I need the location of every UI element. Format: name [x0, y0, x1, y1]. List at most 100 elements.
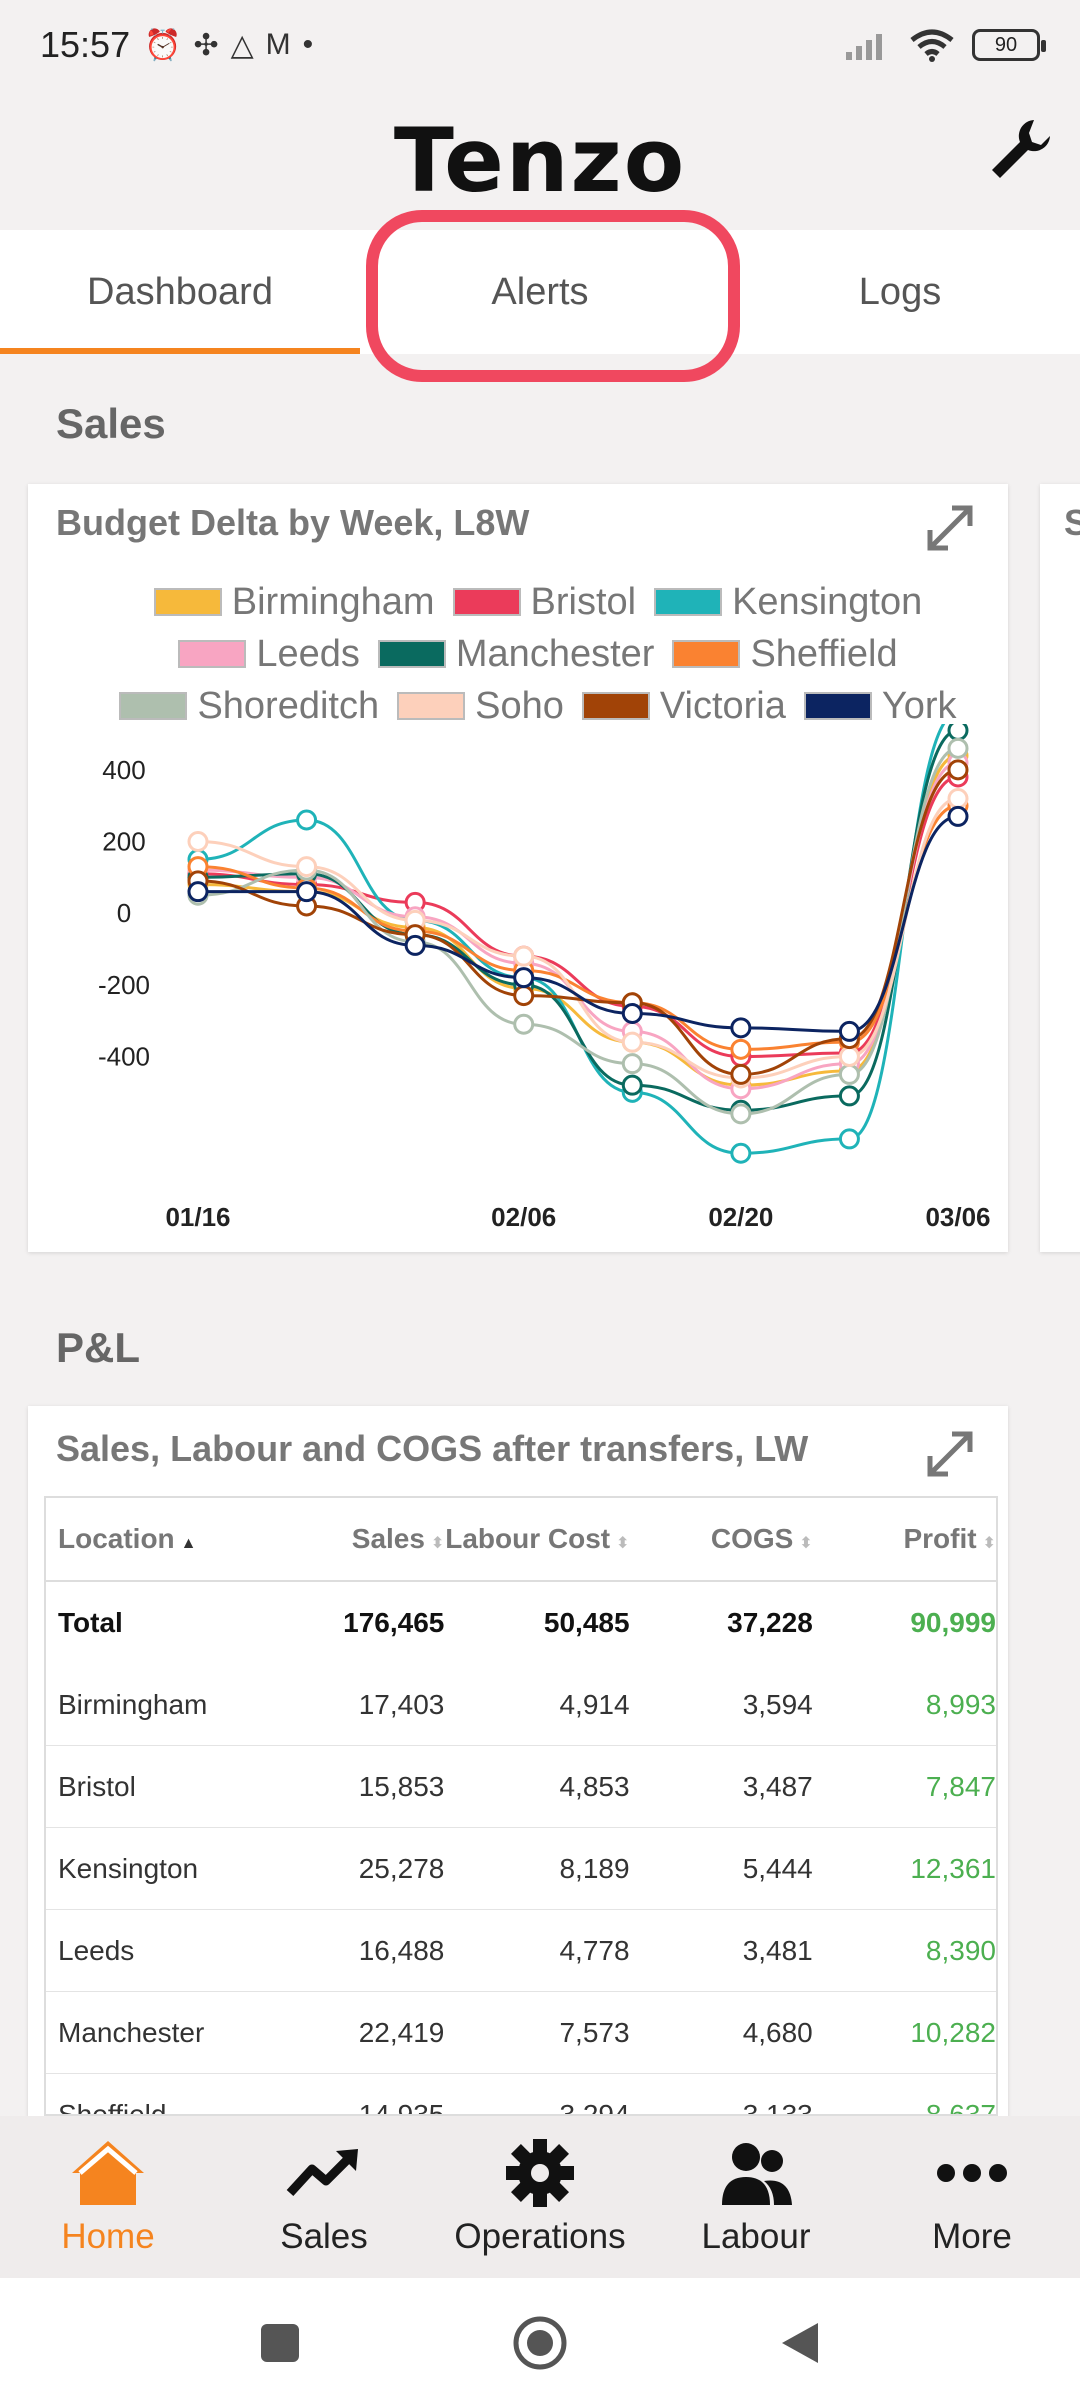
column-header-location[interactable]: Location ▲	[58, 1523, 197, 1554]
data-point[interactable]	[513, 985, 535, 1007]
nav-operations[interactable]: Operations	[432, 2116, 648, 2278]
data-point[interactable]	[838, 1063, 860, 1085]
budget-delta-chart: 400 200 0 -200 -400 01/16 02/06 02/20 03/06	[98, 724, 991, 1232]
data-point[interactable]	[947, 737, 969, 759]
data-point[interactable]	[621, 1003, 643, 1024]
cell-labour: 4,914	[559, 1688, 630, 1720]
home-icon	[72, 2141, 144, 2205]
chart-legend: Birmingham Bristol Kensington Leeds Manc…	[58, 576, 1018, 732]
data-point[interactable]	[947, 788, 969, 809]
data-point[interactable]	[838, 1085, 860, 1107]
sort-icon: ⬍	[616, 1535, 630, 1552]
status-time: 15:57	[40, 24, 131, 65]
y-tick-label: -400	[98, 1042, 150, 1072]
data-point[interactable]	[513, 967, 535, 989]
tab-logs[interactable]: Logs	[858, 270, 942, 313]
x-tick-label: 02/06	[491, 1202, 556, 1232]
sort-icon: ⬍	[799, 1535, 813, 1552]
column-header-cogs[interactable]: COGS ⬍	[710, 1523, 813, 1554]
x-tick-label: 03/06	[925, 1202, 990, 1232]
legend-item[interactable]: Sheffield	[672, 633, 898, 676]
cell-labour: 3,294	[559, 2098, 630, 2116]
total-label: Total	[58, 1607, 123, 1638]
data-point[interactable]	[730, 1063, 752, 1085]
back-icon[interactable]	[778, 2319, 822, 2367]
cell-sales: 22,419	[358, 2016, 445, 2048]
sort-asc-icon: ▲	[180, 1535, 197, 1552]
y-tick-label: -200	[98, 970, 150, 1000]
cell-profit: 8,993	[925, 1688, 996, 1720]
tab-alerts[interactable]: Alerts	[491, 270, 589, 313]
data-point[interactable]	[187, 831, 209, 852]
legend-item[interactable]: Soho	[397, 685, 564, 728]
data-point[interactable]	[296, 856, 318, 878]
data-point[interactable]	[947, 805, 969, 827]
column-header-labour[interactable]: Labour Cost ⬍	[445, 1523, 630, 1554]
data-point[interactable]	[838, 1020, 860, 1042]
cell-cogs: 5,444	[742, 1852, 813, 1884]
legend-item[interactable]: Shoreditch	[119, 685, 379, 728]
ellipsis-icon	[937, 2164, 1007, 2182]
legend-item[interactable]: Kensington	[654, 581, 922, 624]
recents-icon[interactable]	[258, 2321, 302, 2365]
table-row[interactable]: Birmingham 17,403 4,914 3,594 8,993	[46, 1664, 996, 1746]
legend-item[interactable]: Birmingham	[153, 581, 435, 624]
y-tick-label: 200	[102, 827, 145, 857]
cell-profit: 10,282	[910, 2016, 996, 2048]
table-header-row: Location ▲ Sales ⬍ Labour Cost ⬍ COGS ⬍ Prof…	[46, 1498, 996, 1582]
signal-icon	[846, 34, 882, 60]
y-tick-label: 0	[117, 898, 131, 928]
table-row[interactable]: Bristol 15,853 4,853 3,487 7,847	[46, 1746, 996, 1828]
tab-dashboard[interactable]: Dashboard	[0, 230, 360, 354]
column-header-sales[interactable]: Sales ⬍	[351, 1523, 445, 1554]
section-title-pl: P&L	[56, 1324, 140, 1371]
sort-icon: ⬍	[430, 1535, 445, 1552]
cell-location: Manchester	[58, 2016, 205, 2048]
data-point[interactable]	[730, 1103, 752, 1125]
data-point[interactable]	[838, 1046, 860, 1067]
expand-icon[interactable]	[922, 1426, 978, 1482]
y-tick-label: 400	[102, 755, 145, 785]
data-point[interactable]	[513, 945, 535, 967]
legend-item[interactable]: York	[803, 685, 957, 728]
column-header-profit[interactable]: Profit ⬍	[903, 1523, 996, 1554]
nav-more[interactable]: More	[864, 2116, 1080, 2278]
data-point[interactable]	[404, 934, 426, 956]
data-point[interactable]	[621, 1031, 643, 1053]
legend-item[interactable]: Leeds	[178, 633, 360, 676]
legend-item[interactable]: Bristol	[452, 581, 636, 624]
table-row[interactable]: Leeds 16,488 4,778 3,481 8,390	[46, 1910, 996, 1992]
data-point[interactable]	[296, 881, 318, 903]
cell-cogs: 3,594	[742, 1688, 813, 1720]
legend-item[interactable]: Victoria	[581, 685, 786, 728]
status-bar: 15:57 ⏰ ✣ △ M • 90	[0, 0, 1080, 90]
table-total-row: Total 176,465 50,485 37,228 90,999	[46, 1582, 996, 1664]
nav-labour[interactable]: Labour	[648, 2116, 864, 2278]
data-point[interactable]	[621, 1053, 643, 1075]
data-point[interactable]	[730, 1038, 752, 1060]
next-chart-card-peek[interactable]: S	[1040, 484, 1080, 1252]
settings-wrench-icon[interactable]	[984, 114, 1054, 184]
cell-location: Sheffield	[58, 2098, 167, 2116]
table-row[interactable]: Kensington 25,278 8,189 5,444 12,361	[46, 1828, 996, 1910]
legend-item[interactable]: Manchester	[377, 633, 654, 676]
dot-icon: •	[302, 28, 314, 61]
table-row[interactable]: Manchester 22,419 7,573 4,680 10,282	[46, 1992, 996, 2074]
data-point[interactable]	[947, 759, 969, 781]
data-point[interactable]	[513, 1013, 535, 1035]
data-point[interactable]	[838, 1128, 860, 1150]
nav-home[interactable]: Home	[0, 2116, 216, 2278]
alarm-icon: ⏰	[144, 28, 182, 62]
data-point[interactable]	[730, 1017, 752, 1039]
data-point[interactable]	[730, 1142, 752, 1164]
data-point[interactable]	[947, 724, 969, 741]
expand-icon[interactable]	[922, 500, 978, 556]
table-row[interactable]: Sheffield 14,935 3,294 3,133 8,637	[46, 2074, 996, 2116]
users-icon	[722, 2143, 792, 2205]
home-circle-icon[interactable]	[512, 2315, 568, 2371]
data-point[interactable]	[187, 881, 209, 903]
nav-label: Sales	[280, 2217, 368, 2256]
data-point[interactable]	[296, 809, 318, 831]
data-point[interactable]	[621, 1074, 643, 1096]
nav-sales[interactable]: Sales	[216, 2116, 432, 2278]
